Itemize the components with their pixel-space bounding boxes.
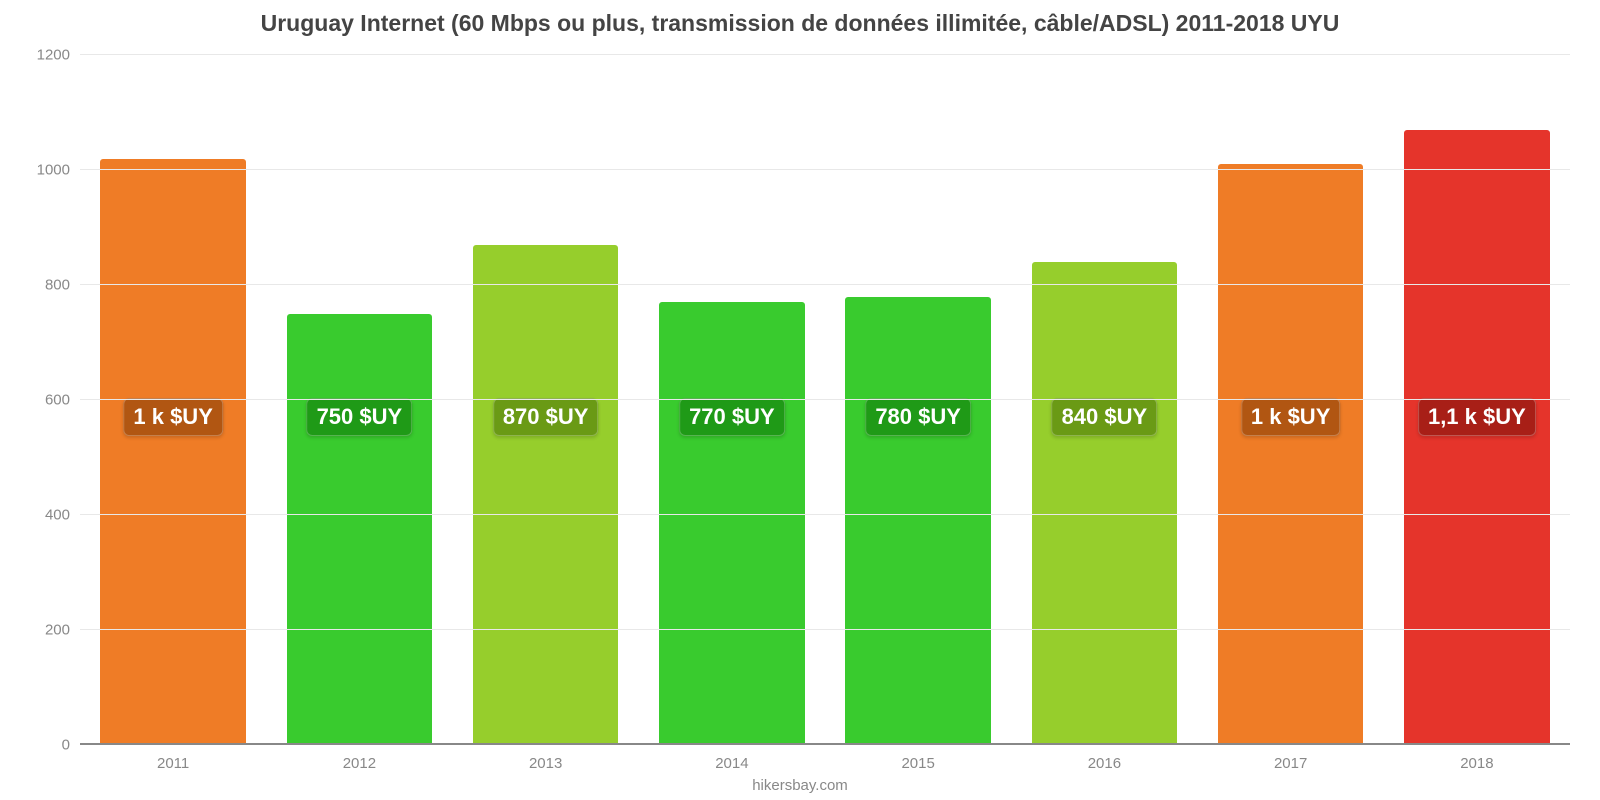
y-tick-label: 800 bbox=[45, 277, 80, 294]
bars-group: 1 k $UY2011750 $UY2012870 $UY2013770 $UY… bbox=[80, 55, 1570, 745]
grid-line bbox=[80, 399, 1570, 400]
bar-slot: 1 k $UY2017 bbox=[1198, 55, 1384, 745]
y-tick-label: 1000 bbox=[37, 162, 80, 179]
bar bbox=[473, 245, 618, 745]
bar bbox=[1404, 130, 1549, 745]
bar bbox=[1218, 164, 1363, 745]
grid-line bbox=[80, 284, 1570, 285]
bar-slot: 1,1 k $UY2018 bbox=[1384, 55, 1570, 745]
x-tick-label: 2014 bbox=[715, 745, 748, 772]
bar-value-label: 1 k $UY bbox=[1241, 398, 1341, 436]
bar-value-label: 750 $UY bbox=[307, 398, 413, 436]
bar-value-label: 1 k $UY bbox=[123, 398, 223, 436]
bar-slot: 780 $UY2015 bbox=[825, 55, 1011, 745]
bar-slot: 840 $UY2016 bbox=[1011, 55, 1197, 745]
grid-line bbox=[80, 514, 1570, 515]
chart-title: Uruguay Internet (60 Mbps ou plus, trans… bbox=[0, 0, 1600, 37]
bar-slot: 1 k $UY2011 bbox=[80, 55, 266, 745]
y-tick-label: 1200 bbox=[37, 47, 80, 64]
bar bbox=[659, 302, 804, 745]
x-tick-label: 2012 bbox=[343, 745, 376, 772]
grid-line bbox=[80, 629, 1570, 630]
bar bbox=[1032, 262, 1177, 745]
plot-area: 1 k $UY2011750 $UY2012870 $UY2013770 $UY… bbox=[80, 55, 1570, 745]
bar bbox=[845, 297, 990, 746]
x-tick-label: 2017 bbox=[1274, 745, 1307, 772]
x-tick-label: 2016 bbox=[1088, 745, 1121, 772]
x-tick-label: 2015 bbox=[901, 745, 934, 772]
grid-line bbox=[80, 54, 1570, 55]
bar-value-label: 1,1 k $UY bbox=[1418, 398, 1536, 436]
x-tick-label: 2013 bbox=[529, 745, 562, 772]
bar-slot: 750 $UY2012 bbox=[266, 55, 452, 745]
bar-slot: 770 $UY2014 bbox=[639, 55, 825, 745]
grid-line bbox=[80, 169, 1570, 170]
bar-value-label: 870 $UY bbox=[493, 398, 599, 436]
chart-container: Uruguay Internet (60 Mbps ou plus, trans… bbox=[0, 0, 1600, 800]
y-tick-label: 0 bbox=[62, 737, 80, 754]
source-text: hikersbay.com bbox=[0, 777, 1600, 794]
y-tick-label: 600 bbox=[45, 392, 80, 409]
bar-value-label: 840 $UY bbox=[1052, 398, 1158, 436]
bar-slot: 870 $UY2013 bbox=[453, 55, 639, 745]
bar-value-label: 770 $UY bbox=[679, 398, 785, 436]
bar bbox=[287, 314, 432, 745]
bar bbox=[100, 159, 245, 746]
x-tick-label: 2011 bbox=[157, 745, 189, 772]
x-tick-label: 2018 bbox=[1460, 745, 1493, 772]
y-tick-label: 400 bbox=[45, 507, 80, 524]
bar-value-label: 780 $UY bbox=[865, 398, 971, 436]
y-tick-label: 200 bbox=[45, 622, 80, 639]
x-axis-baseline bbox=[80, 743, 1570, 745]
